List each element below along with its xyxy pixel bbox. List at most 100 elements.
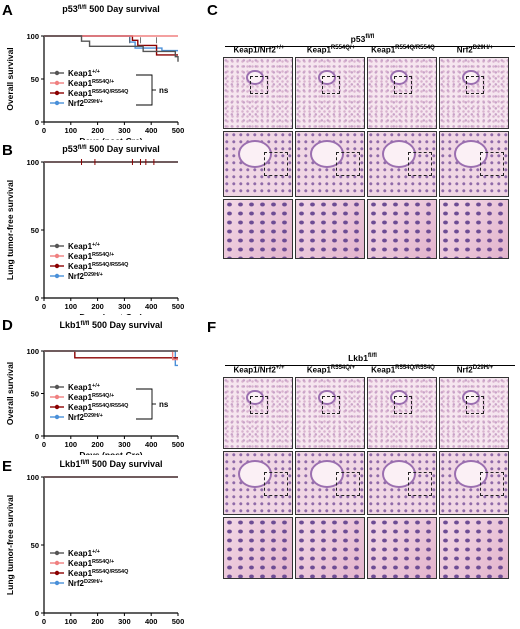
survival-chart-b: p53fl/fl 500 Day survival 0 100 200 300 400 50… (5, 144, 185, 315)
legend-swatch-marker (54, 253, 60, 259)
airway-structure (382, 140, 416, 168)
legend-swatch-marker (54, 90, 60, 96)
chart-title: p53fl/fl 500 Day survival (62, 4, 160, 14)
legend-label: Keap1R554Q/R554Q (68, 262, 129, 271)
histology-image (367, 199, 437, 259)
y-axis-label: Lung tumor-free survival (5, 495, 15, 595)
zoom-region-box (480, 472, 504, 496)
histology-image (295, 131, 365, 197)
legend-label: Keap1R554Q/+ (68, 79, 114, 88)
y-tick-label: 0 (35, 118, 39, 127)
histology-column-header: Keap1R554Q/R554Q (371, 365, 435, 375)
x-tick-label: 500 (172, 126, 185, 135)
legend-swatch-marker (54, 560, 60, 566)
legend-swatch-marker (54, 70, 60, 76)
histology-image (367, 377, 437, 449)
x-tick-label: 200 (91, 302, 104, 311)
histology-image (295, 451, 365, 515)
airway-structure (238, 140, 272, 168)
histology-image (295, 377, 365, 449)
histology-image (439, 377, 509, 449)
y-tick-label: 50 (31, 541, 39, 550)
histology-column-header: Nrf2D29H/+ (456, 45, 494, 55)
x-axis-label: Days (post-Cre) (79, 312, 142, 315)
y-tick-label: 100 (26, 158, 39, 167)
legend-label: Nrf2D29H/+ (68, 99, 103, 108)
panel-label-e: E (2, 458, 13, 475)
survival-chart-d: Lkb1fl/fl 500 Day survival 0 100 200 300 400 5… (5, 320, 185, 455)
legend-label: Keap1R554Q/+ (68, 393, 114, 402)
x-axis-label: Days (post-Cre) (79, 136, 142, 140)
panel-label-c: C (207, 2, 218, 19)
x-tick-label: 0 (42, 302, 46, 311)
histology-image (367, 517, 437, 579)
histology-image (223, 57, 293, 129)
y-axis-label: Overall survival (5, 47, 15, 110)
panel-label-a: A (2, 2, 13, 19)
x-tick-label: 500 (172, 302, 185, 311)
ns-label: ns (159, 86, 169, 95)
histology-column-header: Keap1R554Q/R554Q (371, 45, 435, 55)
x-tick-label: 0 (42, 440, 46, 449)
zoom-region-box (322, 396, 340, 414)
ns-bracket (136, 388, 153, 420)
x-tick-label: 400 (145, 302, 158, 311)
x-tick-label: 0 (42, 126, 46, 135)
legend-label: Keap1R554Q/+ (68, 252, 114, 261)
legend-swatch-marker (54, 570, 60, 576)
histology-panel-c: p53fl/fl Keap1/Nrf2+/+ Keap1R554Q/+ Keap1R… (205, 0, 520, 315)
zoom-region-box (394, 396, 412, 414)
histology-column-header: Keap1R554Q/+ (306, 365, 356, 375)
panel-label-d: D (2, 317, 13, 334)
legend-label: Keap1R554Q/R554Q (68, 403, 129, 412)
histology-image (223, 131, 293, 197)
legend-label: Nrf2D29H/+ (68, 272, 103, 281)
x-tick-label: 200 (91, 617, 104, 626)
survival-chart-e: Lkb1fl/fl 500 Day survival 0 100 200 300 400 5… (5, 459, 185, 629)
histology-panel-f: Lkb1fl/fl Keap1/Nrf2+/+ Keap1R554Q/+ Keap1… (205, 315, 520, 629)
x-tick-label: 100 (65, 302, 78, 311)
airway-structure (454, 460, 488, 488)
legend-label: Keap1R554Q/R554Q (68, 569, 129, 578)
y-tick-label: 50 (31, 75, 39, 84)
y-tick-label: 0 (35, 294, 39, 303)
histology-image (367, 451, 437, 515)
airway-structure (238, 460, 272, 488)
histology-image (439, 451, 509, 515)
y-tick-label: 50 (31, 390, 39, 399)
genotype-group-header: Lkb1fl/fl (348, 353, 377, 363)
histology-image (295, 517, 365, 579)
zoom-region-box (394, 76, 412, 94)
legend-swatch-marker (54, 384, 60, 390)
y-tick-label: 50 (31, 226, 39, 235)
histology-image (223, 517, 293, 579)
legend-swatch-marker (54, 273, 60, 279)
histology-image (439, 517, 509, 579)
zoom-region-box (466, 76, 484, 94)
legend-label: Keap1+/+ (68, 69, 100, 78)
histology-image (439, 131, 509, 197)
airway-structure (382, 460, 416, 488)
panel-label-f: F (207, 319, 217, 336)
x-tick-label: 400 (145, 617, 158, 626)
y-axis-label: Lung tumor-free survival (5, 180, 15, 280)
legend-swatch-marker (54, 550, 60, 556)
x-tick-label: 500 (172, 440, 185, 449)
series-line (44, 35, 178, 56)
zoom-region-box (336, 472, 360, 496)
zoom-region-box (480, 152, 504, 176)
x-tick-label: 200 (91, 440, 104, 449)
series-line (44, 35, 178, 52)
series-line (44, 350, 178, 359)
y-tick-label: 0 (35, 609, 39, 618)
legend-swatch-marker (54, 394, 60, 400)
legend-swatch-marker (54, 243, 60, 249)
x-tick-label: 0 (42, 617, 46, 626)
histology-image (439, 57, 509, 129)
x-tick-label: 500 (172, 617, 185, 626)
zoom-region-box (466, 396, 484, 414)
legend-swatch-marker (54, 100, 60, 106)
x-tick-label: 300 (118, 440, 131, 449)
genotype-group-header: p53fl/fl (350, 34, 375, 44)
legend-swatch-marker (54, 263, 60, 269)
